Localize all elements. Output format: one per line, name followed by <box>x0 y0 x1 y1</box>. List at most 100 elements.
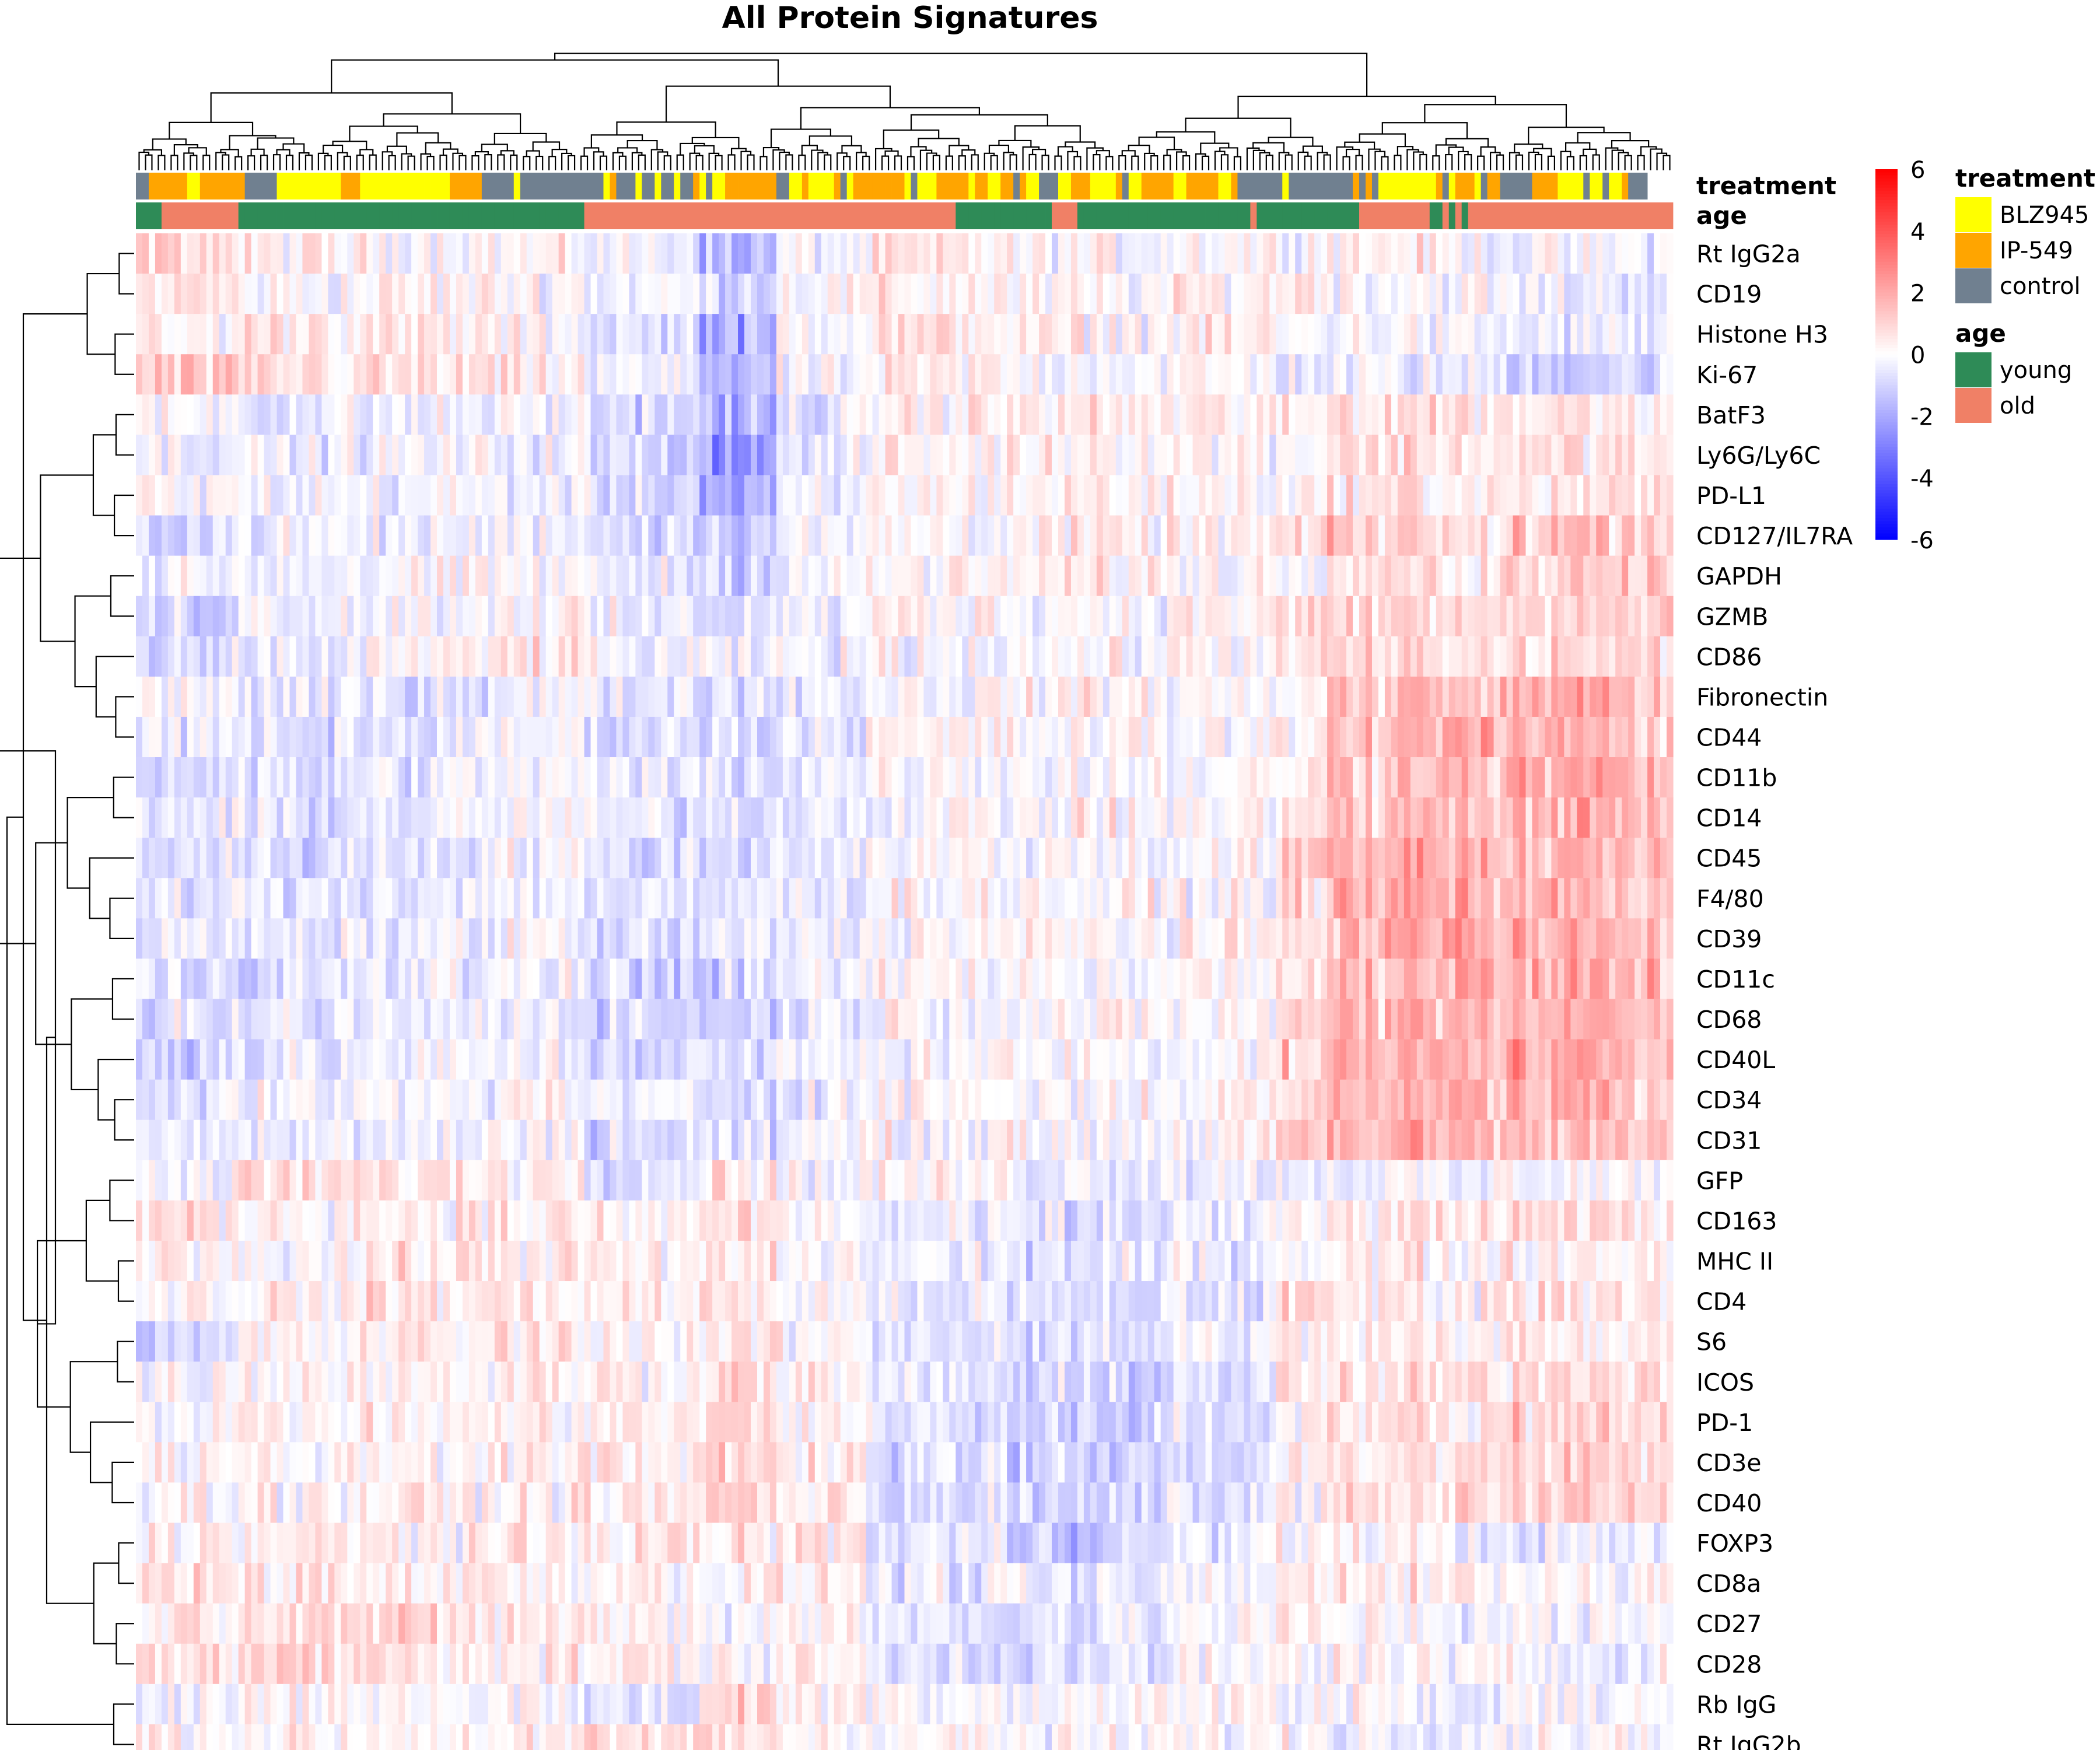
heatmap-cell <box>1615 314 1622 355</box>
dendrogram-branch <box>971 154 979 170</box>
heatmap-cell <box>597 354 604 395</box>
heatmap-cell <box>1448 958 1456 1000</box>
heatmap-cell <box>174 958 181 1000</box>
heatmap-cell <box>136 757 143 798</box>
heatmap-cell <box>1487 274 1494 314</box>
heatmap-cell <box>180 636 188 677</box>
heatmap-cell <box>712 515 719 556</box>
heatmap-cell <box>590 918 598 960</box>
heatmap-cell <box>475 838 482 878</box>
dendrogram-branch <box>1566 156 1574 170</box>
heatmap-cell <box>418 475 425 516</box>
heatmap-cell <box>1115 676 1123 718</box>
heatmap-cell <box>443 838 450 878</box>
heatmap-cell <box>1007 555 1014 597</box>
heatmap-cell <box>840 878 848 919</box>
heatmap-cell <box>424 274 431 314</box>
heatmap-cell <box>1442 878 1450 919</box>
heatmap-cell <box>1596 918 1603 960</box>
heatmap-cell <box>1013 233 1020 274</box>
heatmap-cell <box>283 233 290 274</box>
dendrogram-branch <box>548 156 556 170</box>
heatmap-cell <box>1371 636 1379 677</box>
heatmap-cell <box>725 435 732 476</box>
heatmap-cell <box>789 716 796 758</box>
heatmap-cell <box>782 838 790 878</box>
heatmap-cell <box>834 274 841 314</box>
heatmap-cell <box>661 999 668 1040</box>
heatmap-cell <box>1404 878 1411 919</box>
heatmap-cell <box>1052 878 1059 919</box>
heatmap-cell <box>674 878 681 919</box>
heatmap-cell <box>206 918 214 960</box>
heatmap-cell <box>1141 555 1149 597</box>
heatmap-cell <box>270 314 278 355</box>
heatmap-cell <box>1052 676 1059 718</box>
heatmap-cell <box>1634 878 1642 919</box>
heatmap-cell <box>661 636 668 677</box>
heatmap-cell <box>1474 515 1482 556</box>
heatmap-cell <box>1461 274 1469 314</box>
heatmap-cell <box>1308 555 1315 597</box>
heatmap-cell <box>968 394 975 435</box>
heatmap-cell <box>1583 918 1590 960</box>
heatmap-cell <box>1314 515 1321 556</box>
heatmap-cell <box>846 716 854 758</box>
heatmap-cell <box>597 838 604 878</box>
heatmap-cell <box>507 716 514 758</box>
heatmap-cell <box>1135 354 1142 395</box>
heatmap-cell <box>1192 838 1200 878</box>
heatmap-cell <box>289 757 297 798</box>
heatmap-cell <box>315 757 322 798</box>
heatmap-cell <box>1346 435 1353 476</box>
heatmap-cell <box>962 596 969 637</box>
heatmap-cell <box>1500 233 1507 274</box>
heatmap-cell <box>244 274 252 314</box>
dendrogram-branch <box>1336 146 1354 170</box>
heatmap-cell <box>238 797 246 838</box>
heatmap-cell <box>725 716 732 758</box>
heatmap-cell <box>449 999 457 1040</box>
heatmap-cell <box>565 958 572 1000</box>
heatmap-cell <box>1538 757 1546 798</box>
heatmap-cell <box>802 757 809 798</box>
heatmap-cell <box>1289 838 1296 878</box>
heatmap-cell <box>725 999 732 1040</box>
heatmap-cell <box>1122 838 1129 878</box>
heatmap-cell <box>1391 757 1398 798</box>
heatmap-cell <box>1353 314 1360 355</box>
heatmap-cell <box>622 274 629 314</box>
heatmap-cell <box>1115 999 1123 1040</box>
heatmap-cell <box>1551 676 1558 718</box>
heatmap-cell <box>481 314 489 355</box>
heatmap-cell <box>1256 515 1264 556</box>
heatmap-cell <box>1590 314 1597 355</box>
heatmap-cell <box>430 233 438 274</box>
heatmap-cell <box>687 676 694 718</box>
heatmap-cell <box>398 314 405 355</box>
heatmap-cell <box>1340 596 1347 637</box>
heatmap-cell <box>584 676 592 718</box>
heatmap-cell <box>674 394 681 435</box>
heatmap-cell <box>834 636 841 677</box>
heatmap-cell <box>1090 838 1097 878</box>
heatmap-cell <box>430 676 438 718</box>
heatmap-cell <box>1660 918 1667 960</box>
heatmap-cell <box>1647 958 1654 1000</box>
heatmap-cell <box>424 676 431 718</box>
heatmap-cell <box>885 274 892 314</box>
heatmap-cell <box>1448 636 1456 677</box>
heatmap-cell <box>1461 314 1469 355</box>
heatmap-cell <box>558 958 566 1000</box>
heatmap-cell <box>456 958 463 1000</box>
heatmap-cell <box>923 354 931 395</box>
heatmap-cell <box>904 596 912 637</box>
dendrogram-branch <box>772 149 785 170</box>
heatmap-cell <box>1212 797 1219 838</box>
heatmap-cell <box>789 958 796 1000</box>
heatmap-cell <box>622 314 629 355</box>
heatmap-cell <box>392 878 399 919</box>
heatmap-cell <box>1340 435 1347 476</box>
heatmap-cell <box>1564 596 1571 637</box>
heatmap-cell <box>1378 475 1385 516</box>
